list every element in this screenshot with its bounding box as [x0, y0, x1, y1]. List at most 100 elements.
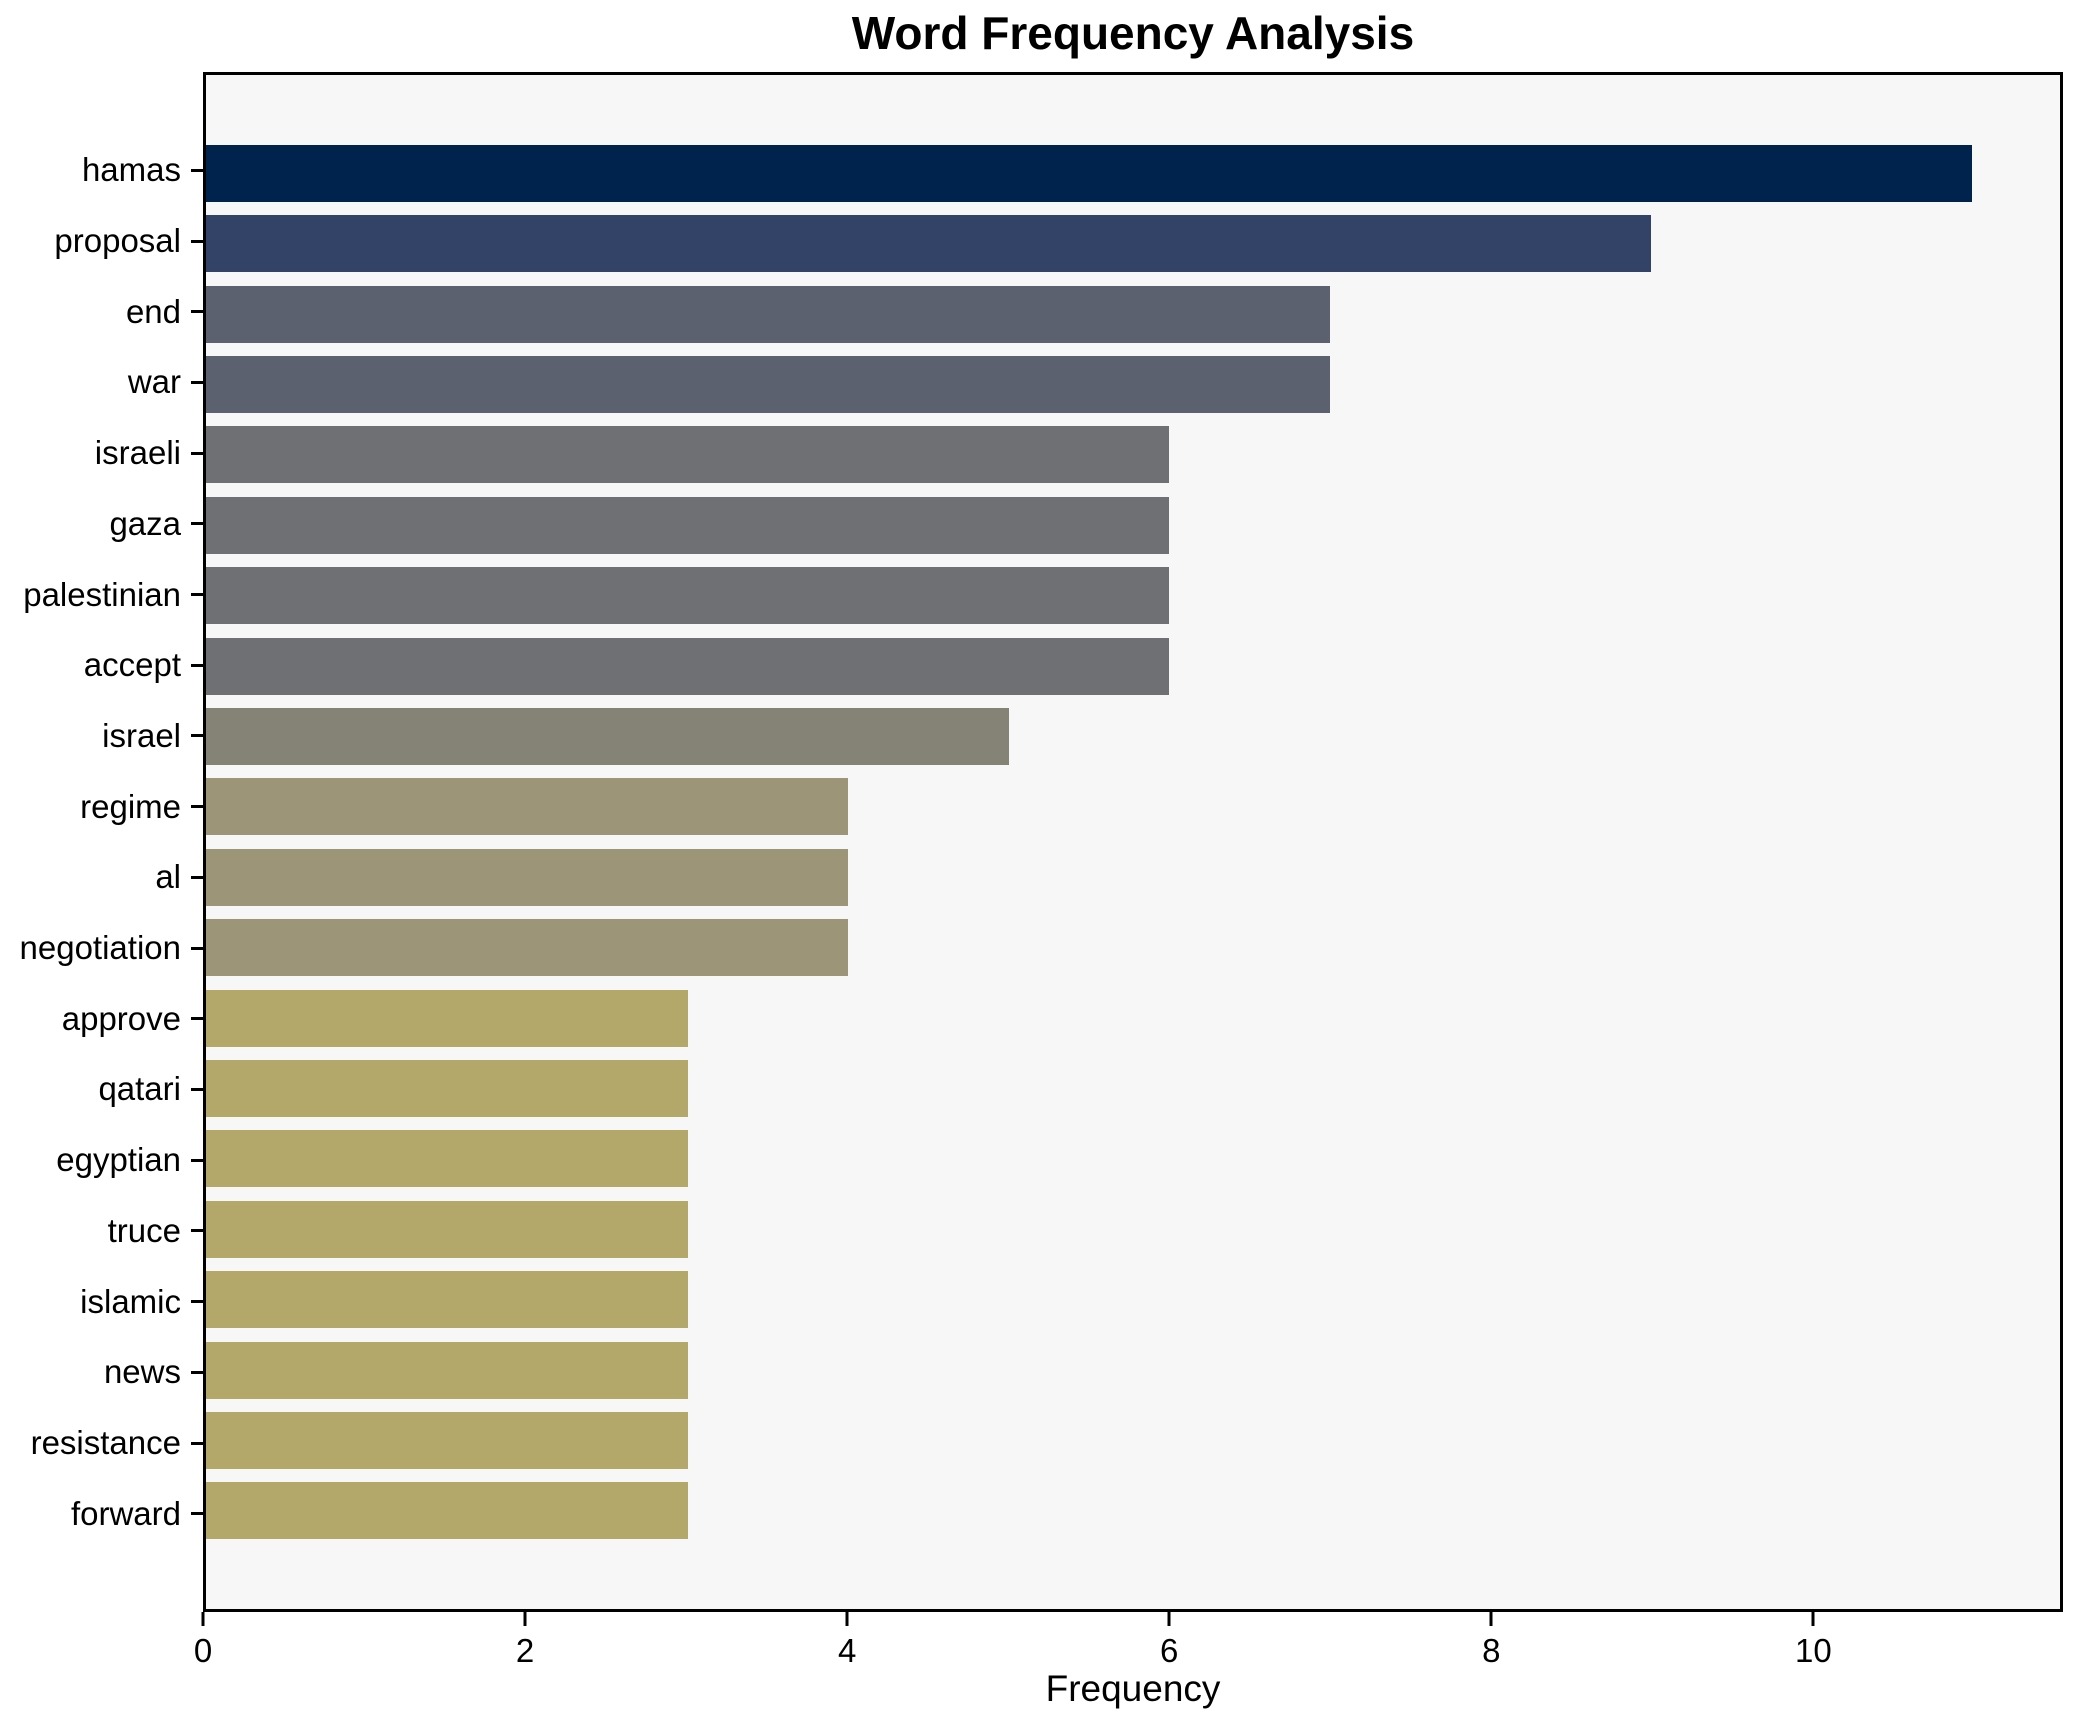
bar-row: [206, 279, 2060, 349]
bar-row: [206, 420, 2060, 490]
bar-hamas: [206, 144, 1972, 202]
y-tick-label: truce: [107, 1211, 181, 1249]
bar-qatari: [206, 1059, 688, 1117]
bar-islamic: [206, 1271, 688, 1329]
bar-truce: [206, 1200, 688, 1258]
y-tick-label: war: [127, 363, 181, 401]
bar-israel: [206, 707, 1009, 765]
bar-row: [206, 1124, 2060, 1194]
x-tick-label: 4: [837, 1632, 857, 1669]
chart-title: Word Frequency Analysis: [851, 7, 1415, 59]
x-tick-label: 6: [1160, 1632, 1179, 1669]
x-tick-mark: [201, 1612, 205, 1626]
bar-proposal: [206, 215, 1651, 273]
y-tick-label: gaza: [109, 504, 181, 542]
bar-row: [206, 842, 2060, 912]
y-tick-label: al: [155, 858, 181, 896]
bar-row: [206, 208, 2060, 278]
y-tick-row: proposal: [0, 206, 203, 277]
bar-war: [206, 355, 1330, 413]
bar-row: [206, 983, 2060, 1053]
bar-gaza: [206, 496, 1170, 554]
y-tick-label: proposal: [54, 222, 181, 260]
y-tick-label: hamas: [81, 151, 181, 189]
y-tick-row: qatari: [0, 1054, 203, 1125]
bar-end: [206, 285, 1330, 343]
x-tick-mark: [1167, 1612, 1171, 1626]
bar-row: [206, 1265, 2060, 1335]
x-tick-mark: [523, 1612, 527, 1626]
y-tick-mark: [191, 593, 203, 597]
y-tick-label: palestinian: [23, 575, 181, 613]
y-tick-row: islamic: [0, 1266, 203, 1337]
y-tick-mark: [191, 1441, 203, 1445]
bar-approve: [206, 989, 688, 1047]
y-tick-row: hamas: [0, 135, 203, 206]
y-tick-mark: [191, 1229, 203, 1233]
x-tick-mark: [1811, 1612, 1815, 1626]
y-tick-mark: [191, 805, 203, 809]
x-axis-title: Frequency: [1045, 1668, 1221, 1709]
y-tick-mark: [191, 875, 203, 879]
bar-row: [206, 701, 2060, 771]
y-tick-mark: [191, 1512, 203, 1516]
bar-palestinian: [206, 567, 1170, 625]
y-tick-row: palestinian: [0, 559, 203, 630]
y-tick-row: israel: [0, 701, 203, 772]
bar-negotiation: [206, 919, 849, 977]
y-tick-label: egyptian: [56, 1141, 181, 1179]
y-tick-row: war: [0, 347, 203, 418]
bar-row: [206, 912, 2060, 982]
y-tick-row: truce: [0, 1196, 203, 1267]
y-tick-label: accept: [83, 646, 181, 684]
x-tick-label: 10: [1795, 1632, 1832, 1669]
y-tick-mark: [191, 1370, 203, 1374]
y-tick-mark: [191, 734, 203, 738]
y-tick-mark: [191, 663, 203, 667]
plot-area: [203, 72, 2063, 1612]
y-axis-labels: hamas proposal end war israeli gaza palestinia…: [0, 72, 203, 1612]
bar-forward: [206, 1482, 688, 1540]
bar-row: [206, 1335, 2060, 1405]
y-tick-label: israeli: [94, 434, 181, 472]
bar-israeli: [206, 426, 1170, 484]
y-tick-label: israel: [102, 716, 181, 754]
x-tick-label: 2: [515, 1632, 535, 1669]
y-tick-label: approve: [61, 999, 181, 1037]
y-tick-mark: [191, 239, 203, 243]
y-tick-row: resistance: [0, 1408, 203, 1479]
y-tick-row: accept: [0, 630, 203, 701]
y-tick-row: forward: [0, 1478, 203, 1549]
y-tick-row: israeli: [0, 418, 203, 489]
y-tick-label: islamic: [80, 1282, 181, 1320]
y-tick-mark: [191, 168, 203, 172]
y-tick-mark: [191, 1017, 203, 1021]
y-tick-mark: [191, 946, 203, 950]
y-tick-row: regime: [0, 771, 203, 842]
bar-row: [206, 772, 2060, 842]
bar-row: [206, 1405, 2060, 1475]
bar-row: [206, 631, 2060, 701]
bars-area: [206, 75, 2060, 1609]
y-tick-label: forward: [70, 1494, 181, 1532]
y-tick-row: negotiation: [0, 913, 203, 984]
y-tick-label: negotiation: [19, 929, 181, 967]
y-tick-label: end: [125, 292, 181, 330]
y-tick-row: gaza: [0, 489, 203, 560]
x-axis: 0 2 4 6 8 10: [194, 1612, 2063, 1682]
y-tick-mark: [191, 1158, 203, 1162]
y-tick-mark: [191, 310, 203, 314]
bar-row: [206, 560, 2060, 630]
bar-al: [206, 848, 849, 906]
x-tick-mark: [1489, 1612, 1493, 1626]
y-tick-label: qatari: [98, 1070, 181, 1108]
bar-row: [206, 1476, 2060, 1546]
bar-resistance: [206, 1412, 688, 1470]
x-tick-label: 8: [1482, 1632, 1501, 1669]
y-tick-label: news: [103, 1353, 181, 1391]
y-tick-label: regime: [80, 787, 181, 825]
y-tick-row: news: [0, 1337, 203, 1408]
bar-row: [206, 1194, 2060, 1264]
x-tick-mark: [845, 1612, 849, 1626]
y-tick-row: al: [0, 842, 203, 913]
